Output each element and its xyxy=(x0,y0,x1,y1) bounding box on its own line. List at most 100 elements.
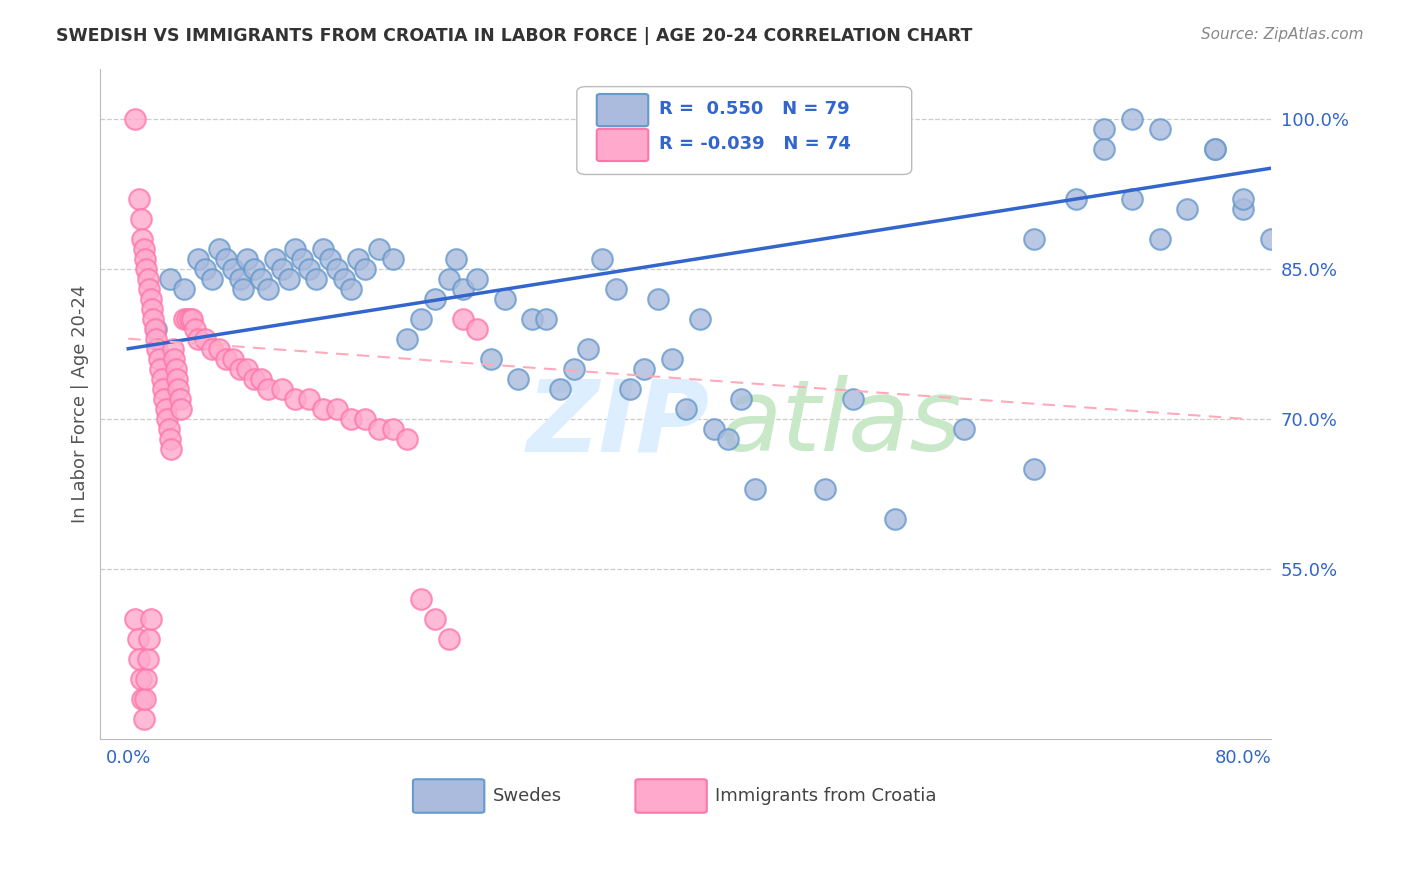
Point xyxy=(208,342,231,356)
Point xyxy=(1121,112,1143,126)
Point xyxy=(166,372,188,386)
Point xyxy=(395,332,418,346)
Point xyxy=(163,351,186,366)
Point xyxy=(150,372,173,386)
Point xyxy=(591,252,613,266)
Text: Swedes: Swedes xyxy=(492,787,561,805)
Point xyxy=(136,271,159,285)
Text: R =  0.550   N = 79: R = 0.550 N = 79 xyxy=(659,101,849,119)
Point xyxy=(368,242,391,256)
Text: R = -0.039   N = 74: R = -0.039 N = 74 xyxy=(659,136,851,153)
Point xyxy=(703,422,725,436)
Point xyxy=(319,252,342,266)
Point xyxy=(562,361,585,376)
Point xyxy=(162,342,184,356)
Text: SWEDISH VS IMMIGRANTS FROM CROATIA IN LABOR FORCE | AGE 20-24 CORRELATION CHART: SWEDISH VS IMMIGRANTS FROM CROATIA IN LA… xyxy=(56,27,973,45)
Point xyxy=(1204,142,1226,156)
Point xyxy=(160,442,183,456)
Point xyxy=(156,411,179,425)
Point xyxy=(451,282,474,296)
Point xyxy=(208,242,231,256)
Point xyxy=(138,282,160,296)
Point xyxy=(423,292,446,306)
Point xyxy=(249,372,271,386)
Point xyxy=(451,311,474,326)
Point xyxy=(139,612,162,626)
Point xyxy=(129,211,152,226)
Point xyxy=(716,432,738,446)
Point xyxy=(127,632,149,646)
Point xyxy=(235,252,257,266)
Point xyxy=(159,432,181,446)
Point xyxy=(124,612,146,626)
Point xyxy=(494,292,516,306)
Point xyxy=(1149,121,1171,136)
Point xyxy=(354,261,377,276)
Point xyxy=(1092,121,1115,136)
Point xyxy=(1316,142,1339,156)
Y-axis label: In Labor Force | Age 20-24: In Labor Force | Age 20-24 xyxy=(72,285,89,523)
Point xyxy=(633,361,655,376)
Point xyxy=(152,382,174,396)
Point xyxy=(1024,232,1046,246)
Point xyxy=(129,672,152,686)
Point xyxy=(1260,232,1282,246)
Point xyxy=(176,311,198,326)
Point xyxy=(181,311,204,326)
Point xyxy=(744,482,766,496)
Point xyxy=(242,261,264,276)
Point xyxy=(187,252,209,266)
Point xyxy=(340,282,363,296)
Point xyxy=(354,411,377,425)
Point xyxy=(395,432,418,446)
Point xyxy=(143,322,166,336)
Point xyxy=(215,252,238,266)
Point xyxy=(134,692,156,706)
FancyBboxPatch shape xyxy=(596,94,648,126)
Point xyxy=(953,422,976,436)
Point xyxy=(619,382,641,396)
Point xyxy=(1204,142,1226,156)
Point xyxy=(201,342,224,356)
Point xyxy=(167,382,190,396)
Point xyxy=(536,311,558,326)
Point xyxy=(132,712,155,726)
Point xyxy=(179,311,201,326)
Point xyxy=(689,311,711,326)
Point xyxy=(326,401,349,416)
Point xyxy=(522,311,544,326)
Point xyxy=(437,271,460,285)
Text: Source: ZipAtlas.com: Source: ZipAtlas.com xyxy=(1201,27,1364,42)
Point xyxy=(124,112,146,126)
Point xyxy=(187,332,209,346)
Point xyxy=(134,252,156,266)
Point xyxy=(548,382,571,396)
Point xyxy=(131,232,153,246)
Point xyxy=(146,342,169,356)
Text: Immigrants from Croatia: Immigrants from Croatia xyxy=(716,787,936,805)
Point xyxy=(131,692,153,706)
Point xyxy=(256,382,278,396)
Point xyxy=(135,672,157,686)
Point xyxy=(340,411,363,425)
Point xyxy=(284,392,307,406)
Point xyxy=(465,322,488,336)
Point xyxy=(222,261,245,276)
Point xyxy=(215,351,238,366)
Point xyxy=(235,361,257,376)
Point xyxy=(194,332,217,346)
Point xyxy=(141,301,163,316)
Point xyxy=(132,242,155,256)
Point xyxy=(270,382,292,396)
Point xyxy=(142,311,165,326)
Point xyxy=(305,271,328,285)
Point xyxy=(382,252,405,266)
Point xyxy=(165,361,187,376)
FancyBboxPatch shape xyxy=(636,780,707,813)
Point xyxy=(263,252,285,266)
Point xyxy=(1064,192,1087,206)
Point xyxy=(170,401,193,416)
Point xyxy=(169,392,191,406)
Point xyxy=(153,392,176,406)
Point xyxy=(135,261,157,276)
